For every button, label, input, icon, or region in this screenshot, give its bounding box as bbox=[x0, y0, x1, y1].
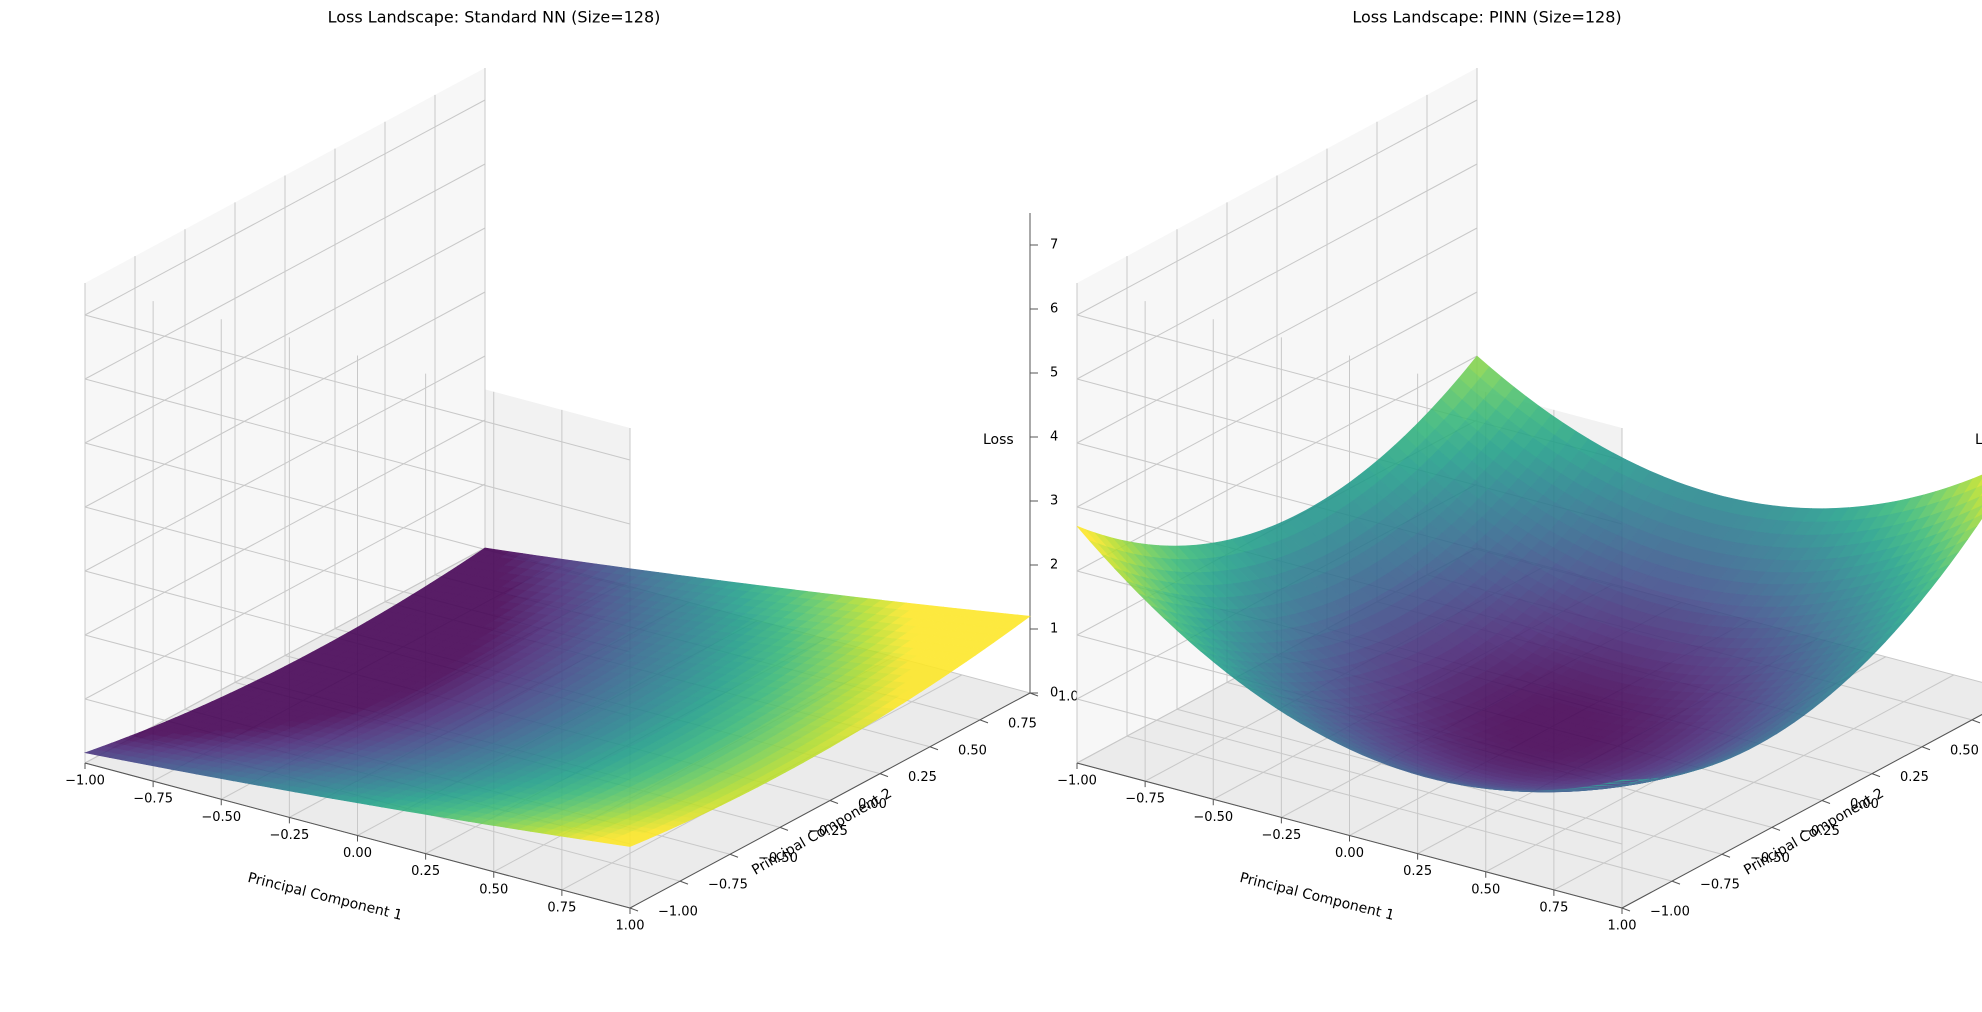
z-tick-label: 2 bbox=[1050, 558, 1058, 573]
x-tick-label: −1.00 bbox=[1057, 774, 1097, 789]
gridline-z bbox=[84, 419, 486, 636]
x-tick-label: −0.25 bbox=[269, 828, 309, 843]
surface bbox=[83, 547, 1031, 847]
y-tick-mark bbox=[1721, 853, 1731, 858]
y-tick-label: 0.75 bbox=[1008, 716, 1037, 731]
y-tick-mark bbox=[779, 826, 789, 831]
y-tick-mark bbox=[1621, 907, 1631, 912]
y-tick-mark bbox=[729, 853, 739, 858]
y-tick-label: −1.00 bbox=[658, 905, 698, 920]
gridline-z bbox=[84, 355, 486, 572]
x-tick-label: 0.00 bbox=[343, 846, 372, 861]
z-axis-label: Loss bbox=[983, 432, 1014, 448]
x-tick-label: 0.50 bbox=[1471, 882, 1500, 897]
gridline-z bbox=[1076, 355, 1478, 572]
x-tick-label: 0.25 bbox=[1403, 864, 1432, 879]
y-tick-mark bbox=[1671, 880, 1681, 885]
gridline-z bbox=[1076, 163, 1478, 380]
z-tick-label: 6 bbox=[1050, 302, 1058, 317]
y-tick-label: −0.50 bbox=[758, 851, 798, 866]
y-tick-mark bbox=[1921, 746, 1931, 751]
chart-panel-1 bbox=[83, 68, 1039, 914]
gridline-z bbox=[84, 291, 486, 508]
chart-title: Loss Landscape: PINN (Size=128) bbox=[1352, 8, 1621, 27]
x-tick-label: 0.75 bbox=[1539, 900, 1568, 915]
chart-panel-2 bbox=[1076, 68, 1982, 914]
x-tick-label: 0.75 bbox=[547, 900, 576, 915]
y-tick-mark bbox=[879, 773, 889, 778]
gridline-z bbox=[84, 227, 486, 444]
y-tick-label: −0.75 bbox=[1700, 878, 1740, 893]
gridline-z bbox=[84, 483, 486, 700]
x-tick-label: 1.00 bbox=[1608, 919, 1637, 934]
x-tick-label: −0.50 bbox=[1193, 810, 1233, 825]
y-tick-mark bbox=[1971, 719, 1981, 724]
x-tick-label: 0.50 bbox=[479, 882, 508, 897]
z-tick-label: 5 bbox=[1050, 366, 1058, 381]
y-tick-label: 0.00 bbox=[858, 797, 887, 812]
x-tick-label: 0.00 bbox=[1335, 846, 1364, 861]
x-tick-label: 1.00 bbox=[616, 919, 645, 934]
gridline-z bbox=[1076, 99, 1478, 316]
z-axis-label: Loss bbox=[1975, 432, 1982, 448]
x-tick-label: −1.00 bbox=[65, 774, 105, 789]
x-tick-label: −0.75 bbox=[1125, 792, 1165, 807]
y-tick-mark bbox=[629, 907, 639, 912]
surface bbox=[1076, 355, 1982, 793]
z-tick-label: 4 bbox=[1050, 430, 1058, 445]
chart-title: Loss Landscape: Standard NN (Size=128) bbox=[328, 8, 661, 27]
y-tick-label: 0.25 bbox=[908, 770, 937, 785]
x-tick-label: −0.25 bbox=[1261, 828, 1301, 843]
y-tick-label: 0.50 bbox=[958, 743, 987, 758]
x-axis-label: Principal Component 1 bbox=[246, 870, 404, 924]
gridline-y bbox=[1126, 735, 1673, 882]
x-tick-label: −0.50 bbox=[201, 810, 241, 825]
z-tick-label: 7 bbox=[1050, 238, 1058, 253]
y-tick-mark bbox=[929, 746, 939, 751]
y-tick-mark bbox=[829, 800, 839, 804]
x-tick-label: −0.75 bbox=[133, 792, 173, 807]
gridline-z bbox=[84, 547, 486, 764]
y-tick-mark bbox=[1771, 826, 1781, 831]
gridline-z bbox=[84, 99, 486, 316]
surface-cell bbox=[616, 840, 641, 847]
y-tick-label: −0.25 bbox=[808, 824, 848, 839]
gridline-z bbox=[1076, 227, 1478, 444]
gridline-z bbox=[84, 314, 631, 461]
y-tick-label: 0.25 bbox=[1900, 770, 1929, 785]
z-tick-label: 1 bbox=[1050, 622, 1058, 637]
gridline-z bbox=[84, 378, 631, 525]
y-tick-label: −1.00 bbox=[1650, 905, 1690, 920]
gridline-z bbox=[1076, 698, 1623, 845]
z-tick-label: 3 bbox=[1050, 494, 1058, 509]
x-tick-label: 0.25 bbox=[411, 864, 440, 879]
y-tick-mark bbox=[979, 719, 989, 724]
y-tick-label: −0.75 bbox=[708, 878, 748, 893]
y-tick-mark bbox=[679, 880, 689, 885]
y-tick-label: 0.50 bbox=[1950, 743, 1979, 758]
x-axis-label: Principal Component 1 bbox=[1238, 870, 1396, 924]
gridline-z bbox=[84, 163, 486, 380]
y-tick-mark bbox=[1871, 773, 1881, 778]
z-tick-label: 0 bbox=[1050, 686, 1058, 701]
gridline-z bbox=[1076, 291, 1478, 508]
y-tick-mark bbox=[1821, 800, 1831, 804]
